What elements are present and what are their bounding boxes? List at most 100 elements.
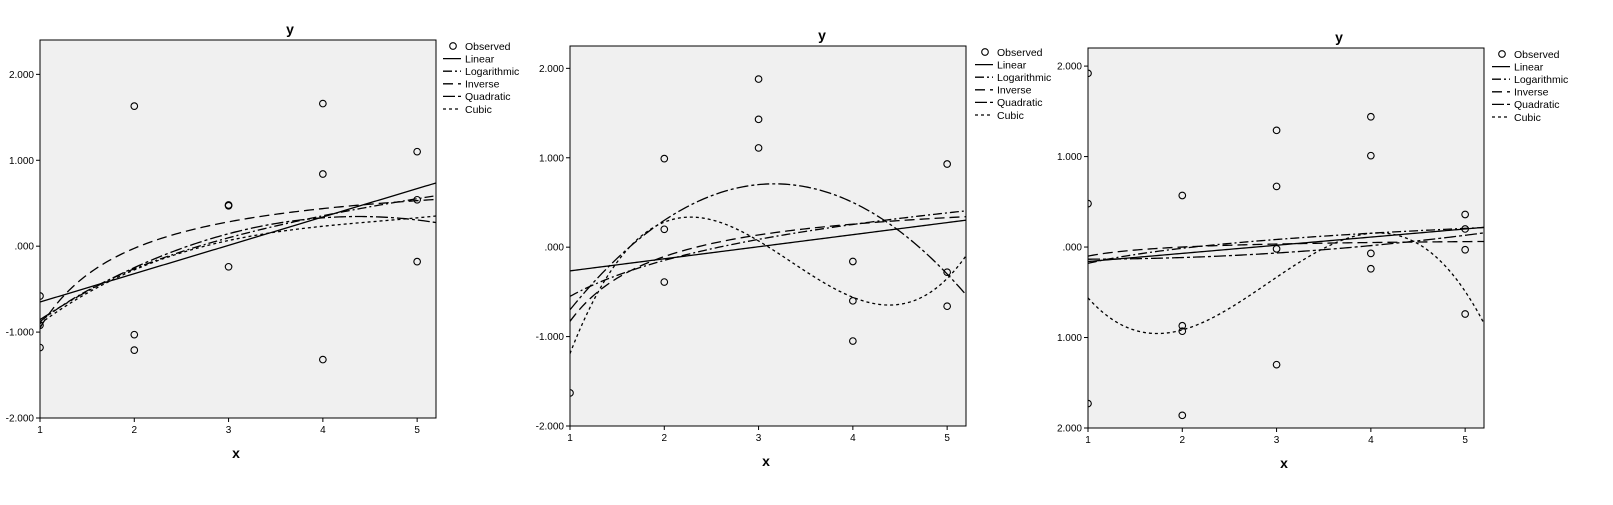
y-tick-label: -1.000 (536, 332, 565, 343)
data-point (1178, 191, 1187, 200)
x-axis-label: x (1280, 455, 1288, 471)
legend-label: Quadratic (1514, 99, 1560, 111)
data-point (1178, 327, 1187, 336)
data-point (1272, 182, 1281, 191)
data-point (570, 389, 574, 397)
legend-label: Inverse (465, 79, 500, 91)
legend-label: Cubic (1514, 112, 1541, 124)
legend: ObservedLinearLogarithmicInverseQuadrati… (975, 47, 1051, 122)
legend-label: Inverse (1514, 87, 1549, 99)
data-point (660, 278, 669, 286)
data-point (130, 102, 139, 110)
legend: ObservedLinearLogarithmicInverseQuadrati… (1492, 49, 1568, 124)
data-point (849, 296, 857, 305)
y-tick-label: 2.000 (1057, 62, 1082, 73)
data-point (40, 321, 44, 330)
fit-line-inverse (40, 198, 436, 329)
data-point (1367, 112, 1375, 121)
plot-area (1087, 47, 1485, 429)
fit-line-quadratic (40, 215, 436, 321)
plot-area (569, 45, 967, 427)
x-tick-label: 3 (756, 433, 762, 444)
x-tick-label: 2 (132, 425, 138, 436)
observed-points (40, 99, 421, 364)
fit-line-cubic (1088, 232, 1484, 335)
legend-label: Observed (997, 47, 1043, 59)
legend-label: Logarithmic (465, 66, 519, 78)
data-point (1461, 225, 1469, 233)
y-tick-label: -2.000 (536, 422, 565, 433)
data-point (319, 99, 327, 108)
x-tick-label: 2 (1180, 435, 1186, 446)
x-tick-label: 1 (37, 425, 43, 436)
data-point (1178, 411, 1187, 420)
fit-curves (40, 182, 436, 329)
data-point (40, 292, 44, 300)
data-point (1461, 310, 1469, 318)
data-point (943, 268, 951, 277)
data-point (413, 147, 421, 156)
chart-title: y (818, 27, 826, 43)
legend-label: Cubic (465, 104, 492, 116)
data-point (660, 154, 669, 163)
x-tick-label: 4 (1368, 435, 1374, 446)
legend: ObservedLinearLogarithmicInverseQuadrati… (443, 41, 519, 116)
data-point (413, 257, 421, 266)
data-point (754, 115, 763, 124)
data-point (224, 262, 233, 271)
legend-label: Inverse (997, 85, 1032, 97)
legend-label: Observed (1514, 49, 1560, 61)
chart-title: y (1335, 29, 1343, 45)
data-point (413, 195, 421, 204)
chart-title: y (286, 21, 294, 37)
y-tick-label: 2.000 (539, 64, 564, 75)
data-point (319, 170, 327, 178)
fit-line-quadratic (1088, 232, 1484, 260)
fit-line-logarithmic (1088, 226, 1484, 264)
legend-label: Linear (1514, 61, 1544, 73)
x-tick-label: 4 (320, 425, 326, 436)
data-point (1367, 264, 1375, 273)
y-tick-label: .000 (1063, 243, 1083, 254)
fit-line-logarithmic (570, 210, 966, 297)
chart-panel-1: y x 1 2 3 4 5 2.000 1.000 .000 -1.000 -2.000 Observe… (6, 21, 520, 461)
plot-area (39, 39, 437, 419)
legend-label: Linear (465, 53, 495, 65)
data-point (130, 330, 139, 339)
y-tick-label: 1.000 (9, 156, 34, 167)
x-tick-label: 1 (567, 433, 573, 444)
x-tick-label: 5 (414, 425, 420, 436)
fit-line-inverse (1088, 240, 1484, 257)
data-point (319, 355, 327, 364)
data-point (1272, 126, 1281, 135)
legend-label: Quadratic (997, 97, 1043, 109)
x-axis-label: x (762, 453, 770, 469)
x-tick-label: 1 (1085, 435, 1091, 446)
data-point (40, 343, 44, 352)
y-tick-label: 1.000 (1057, 152, 1082, 163)
data-point (1461, 245, 1469, 254)
data-point (1088, 69, 1092, 78)
data-point (224, 201, 233, 210)
observed-points (1088, 69, 1469, 420)
data-point (1088, 199, 1092, 208)
x-axis-label: x (232, 445, 240, 461)
fit-line-cubic (40, 215, 436, 325)
y-tick-label: 1.000 (539, 153, 564, 164)
fit-curves (1088, 226, 1484, 335)
legend-symbol-observed (449, 42, 457, 50)
data-point (849, 337, 857, 345)
y-tick-label: -2.000 (6, 414, 35, 425)
x-tick-label: 2 (662, 433, 668, 444)
legend-label: Logarithmic (997, 72, 1051, 84)
y-tick-label: 2.000 (9, 70, 34, 81)
data-point (849, 257, 857, 266)
fit-line-logarithmic (40, 195, 436, 323)
legend-label: Cubic (997, 110, 1024, 122)
fit-line-linear (40, 182, 436, 303)
fit-line-linear (570, 219, 966, 272)
y-tick-label: 2.000 (1057, 424, 1082, 435)
data-point (754, 75, 763, 83)
